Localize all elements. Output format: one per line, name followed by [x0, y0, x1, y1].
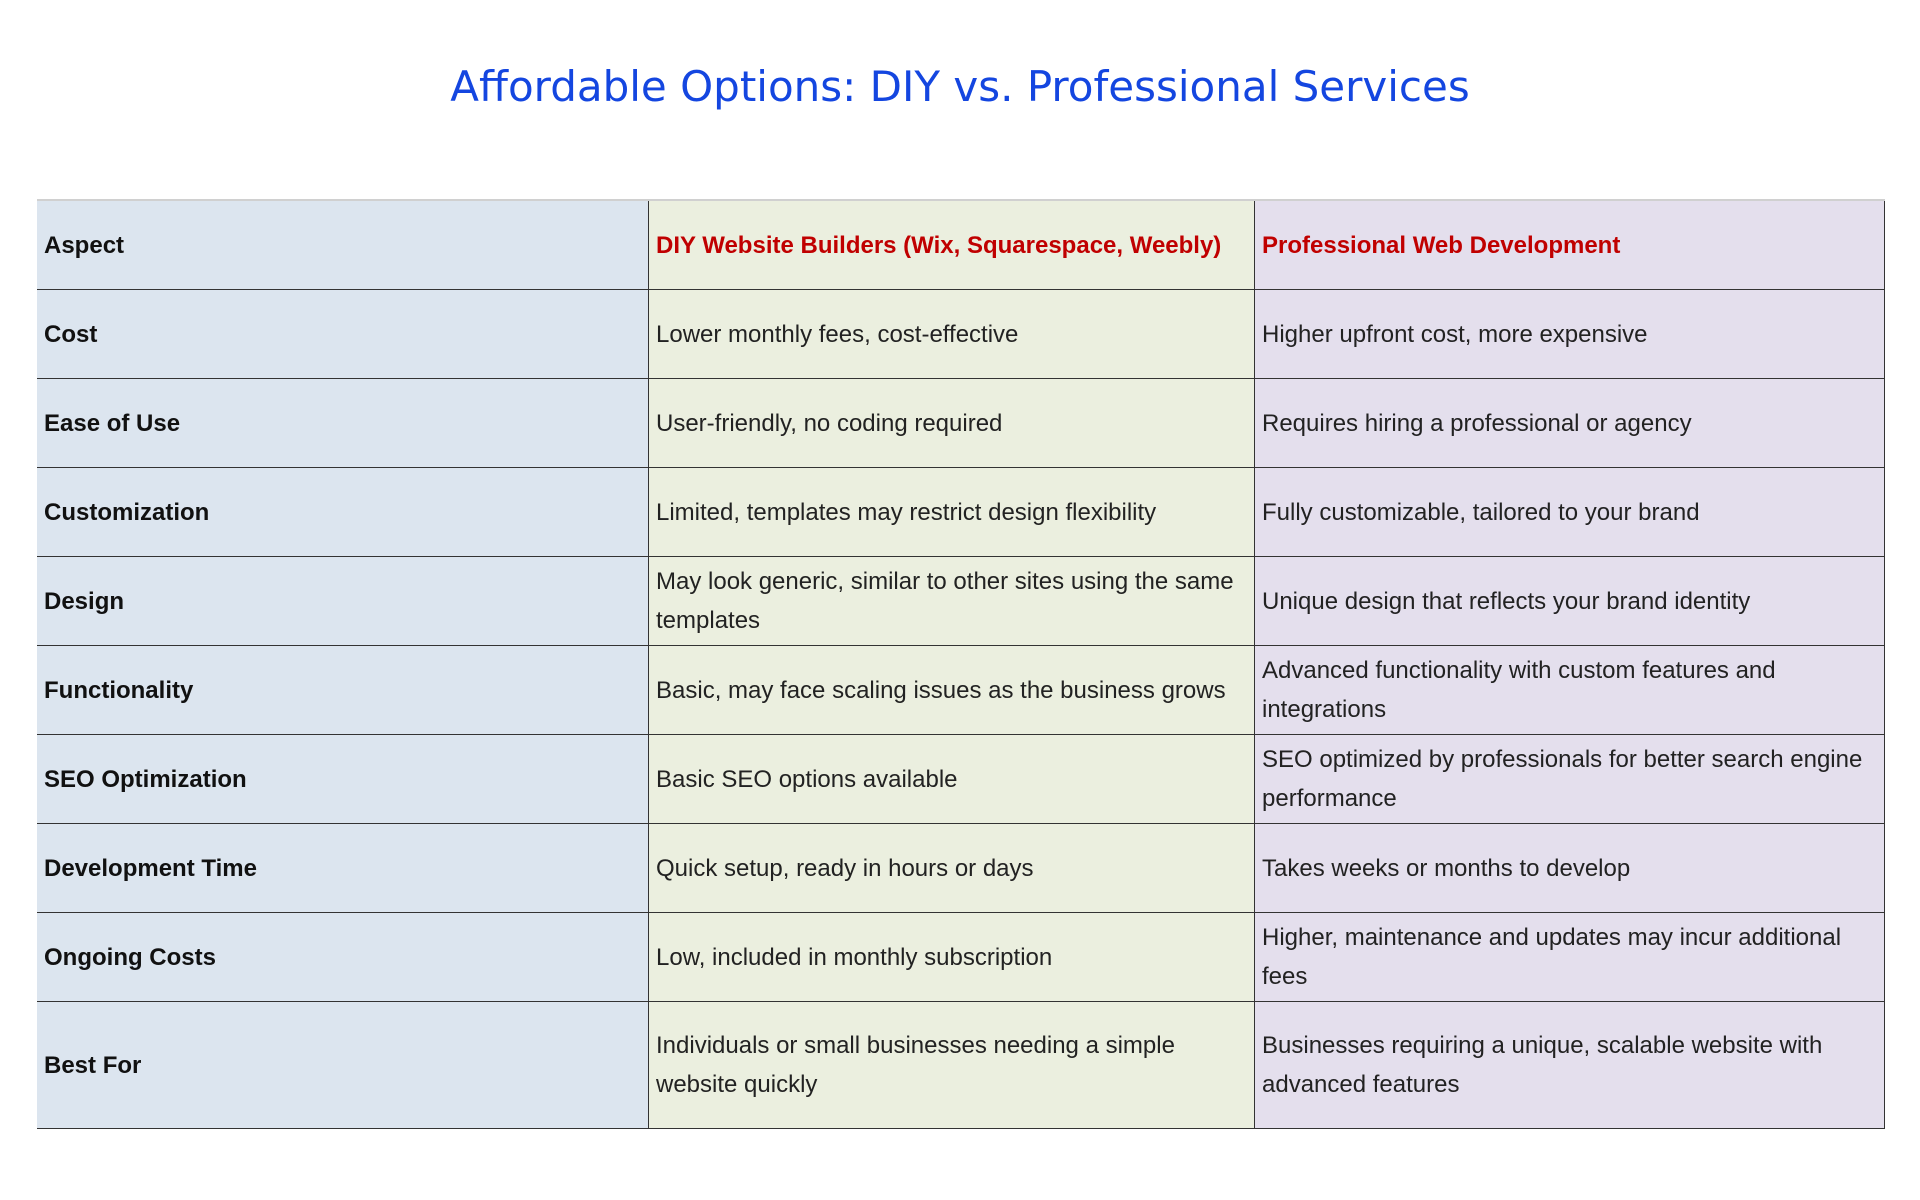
- table-row: Customization Limited, templates may rest…: [37, 467, 1885, 557]
- cell-diy: Basic SEO options available: [648, 734, 1255, 824]
- cell-diy: Low, included in monthly subscription: [648, 912, 1255, 1002]
- header-diy: DIY Website Builders (Wix, Squarespace, …: [648, 200, 1255, 290]
- cell-aspect: Cost: [37, 289, 649, 379]
- table-row: Ease of Use User-friendly, no coding requ…: [37, 378, 1885, 468]
- cell-professional: Advanced functionality with custom featu…: [1254, 645, 1885, 735]
- cell-aspect: Functionality: [37, 645, 649, 735]
- page-title: Affordable Options: DIY vs. Professional…: [450, 62, 1470, 111]
- cell-diy: Individuals or small businesses needing …: [648, 1001, 1255, 1129]
- cell-professional: Businesses requiring a unique, scalable …: [1254, 1001, 1885, 1129]
- cell-professional: Takes weeks or months to develop: [1254, 823, 1885, 913]
- cell-aspect: Development Time: [37, 823, 649, 913]
- cell-diy: Quick setup, ready in hours or days: [648, 823, 1255, 913]
- cell-diy: User-friendly, no coding required: [648, 378, 1255, 468]
- cell-aspect: Best For: [37, 1001, 649, 1129]
- cell-aspect: Design: [37, 556, 649, 646]
- header-aspect: Aspect: [37, 200, 649, 290]
- cell-diy: Lower monthly fees, cost-effective: [648, 289, 1255, 379]
- cell-professional: Higher upfront cost, more expensive: [1254, 289, 1885, 379]
- cell-professional: Unique design that reflects your brand i…: [1254, 556, 1885, 646]
- table-row: Design May look generic, similar to other…: [37, 556, 1885, 646]
- cell-aspect: Customization: [37, 467, 649, 557]
- cell-professional: Higher, maintenance and updates may incu…: [1254, 912, 1885, 1002]
- cell-aspect: Ongoing Costs: [37, 912, 649, 1002]
- table-row: Development Time Quick setup, ready in ho…: [37, 823, 1885, 913]
- cell-diy: Basic, may face scaling issues as the bu…: [648, 645, 1255, 735]
- table-row: Ongoing Costs Low, included in monthly su…: [37, 912, 1885, 1002]
- comparison-table: Aspect DIY Website Builders (Wix, Square…: [37, 199, 1885, 1129]
- table-header-row: Aspect DIY Website Builders (Wix, Square…: [37, 200, 1885, 290]
- table-row: Best For Individuals or small businesses …: [37, 1001, 1885, 1129]
- cell-professional: SEO optimized by professionals for bette…: [1254, 734, 1885, 824]
- cell-aspect: Ease of Use: [37, 378, 649, 468]
- cell-diy: May look generic, similar to other sites…: [648, 556, 1255, 646]
- cell-diy: Limited, templates may restrict design f…: [648, 467, 1255, 557]
- header-professional: Professional Web Development: [1254, 200, 1885, 290]
- cell-professional: Requires hiring a professional or agency: [1254, 378, 1885, 468]
- table-row: Cost Lower monthly fees, cost-effective Hi…: [37, 289, 1885, 379]
- cell-aspect: SEO Optimization: [37, 734, 649, 824]
- table-row: Functionality Basic, may face scaling iss…: [37, 645, 1885, 735]
- cell-professional: Fully customizable, tailored to your bra…: [1254, 467, 1885, 557]
- table-row: SEO Optimization Basic SEO options availa…: [37, 734, 1885, 824]
